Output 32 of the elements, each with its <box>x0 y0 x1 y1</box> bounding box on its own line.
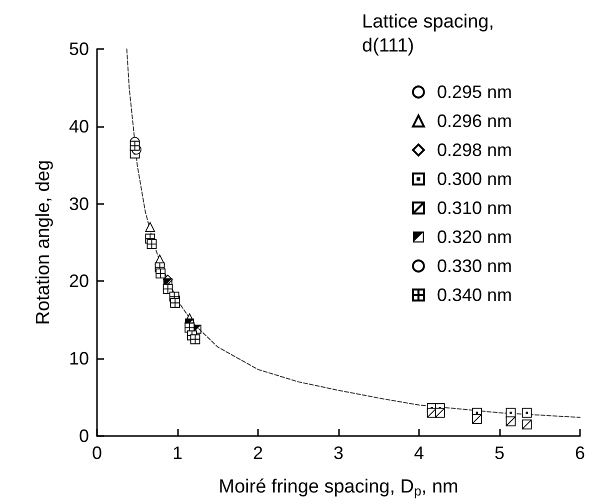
point <box>130 140 140 151</box>
legend-label: 0.296 nm <box>436 111 512 131</box>
point <box>156 268 166 278</box>
point <box>434 408 445 418</box>
legend-label: 0.330 nm <box>436 256 512 276</box>
x-tick-label: 4 <box>414 443 424 463</box>
x-tick-label: 0 <box>92 443 102 463</box>
point <box>146 239 157 249</box>
y-tick-label: 50 <box>68 39 89 59</box>
legend-label: 0.298 nm <box>436 140 512 160</box>
x-tick-label: 1 <box>172 443 183 463</box>
point <box>522 419 532 430</box>
y-tick-label: 30 <box>68 194 89 214</box>
legend-title: Lattice spacing, d(111) <box>362 12 500 56</box>
legend-label: 0.340 nm <box>436 285 512 305</box>
y-tick-label: 10 <box>68 348 89 369</box>
x-tick-label: 5 <box>494 443 505 463</box>
x-tick-label: 6 <box>574 443 586 463</box>
legend-label: 0.320 nm <box>436 227 512 247</box>
legend-label: 0.310 nm <box>436 198 512 218</box>
y-tick-label: 20 <box>68 271 89 292</box>
legend-label: 0.295 nm <box>436 82 512 102</box>
y-tick-label: 0 <box>78 426 89 446</box>
point <box>522 408 532 418</box>
point <box>145 222 156 232</box>
legend-label: 0.300 nm <box>436 169 512 189</box>
y-axis-title: Rotation angle, deg <box>33 160 54 325</box>
x-tick-label: 3 <box>333 443 344 463</box>
x-tick-label: 2 <box>252 443 264 463</box>
point <box>170 298 180 308</box>
y-tick-label: 40 <box>68 116 89 136</box>
point <box>472 414 482 424</box>
